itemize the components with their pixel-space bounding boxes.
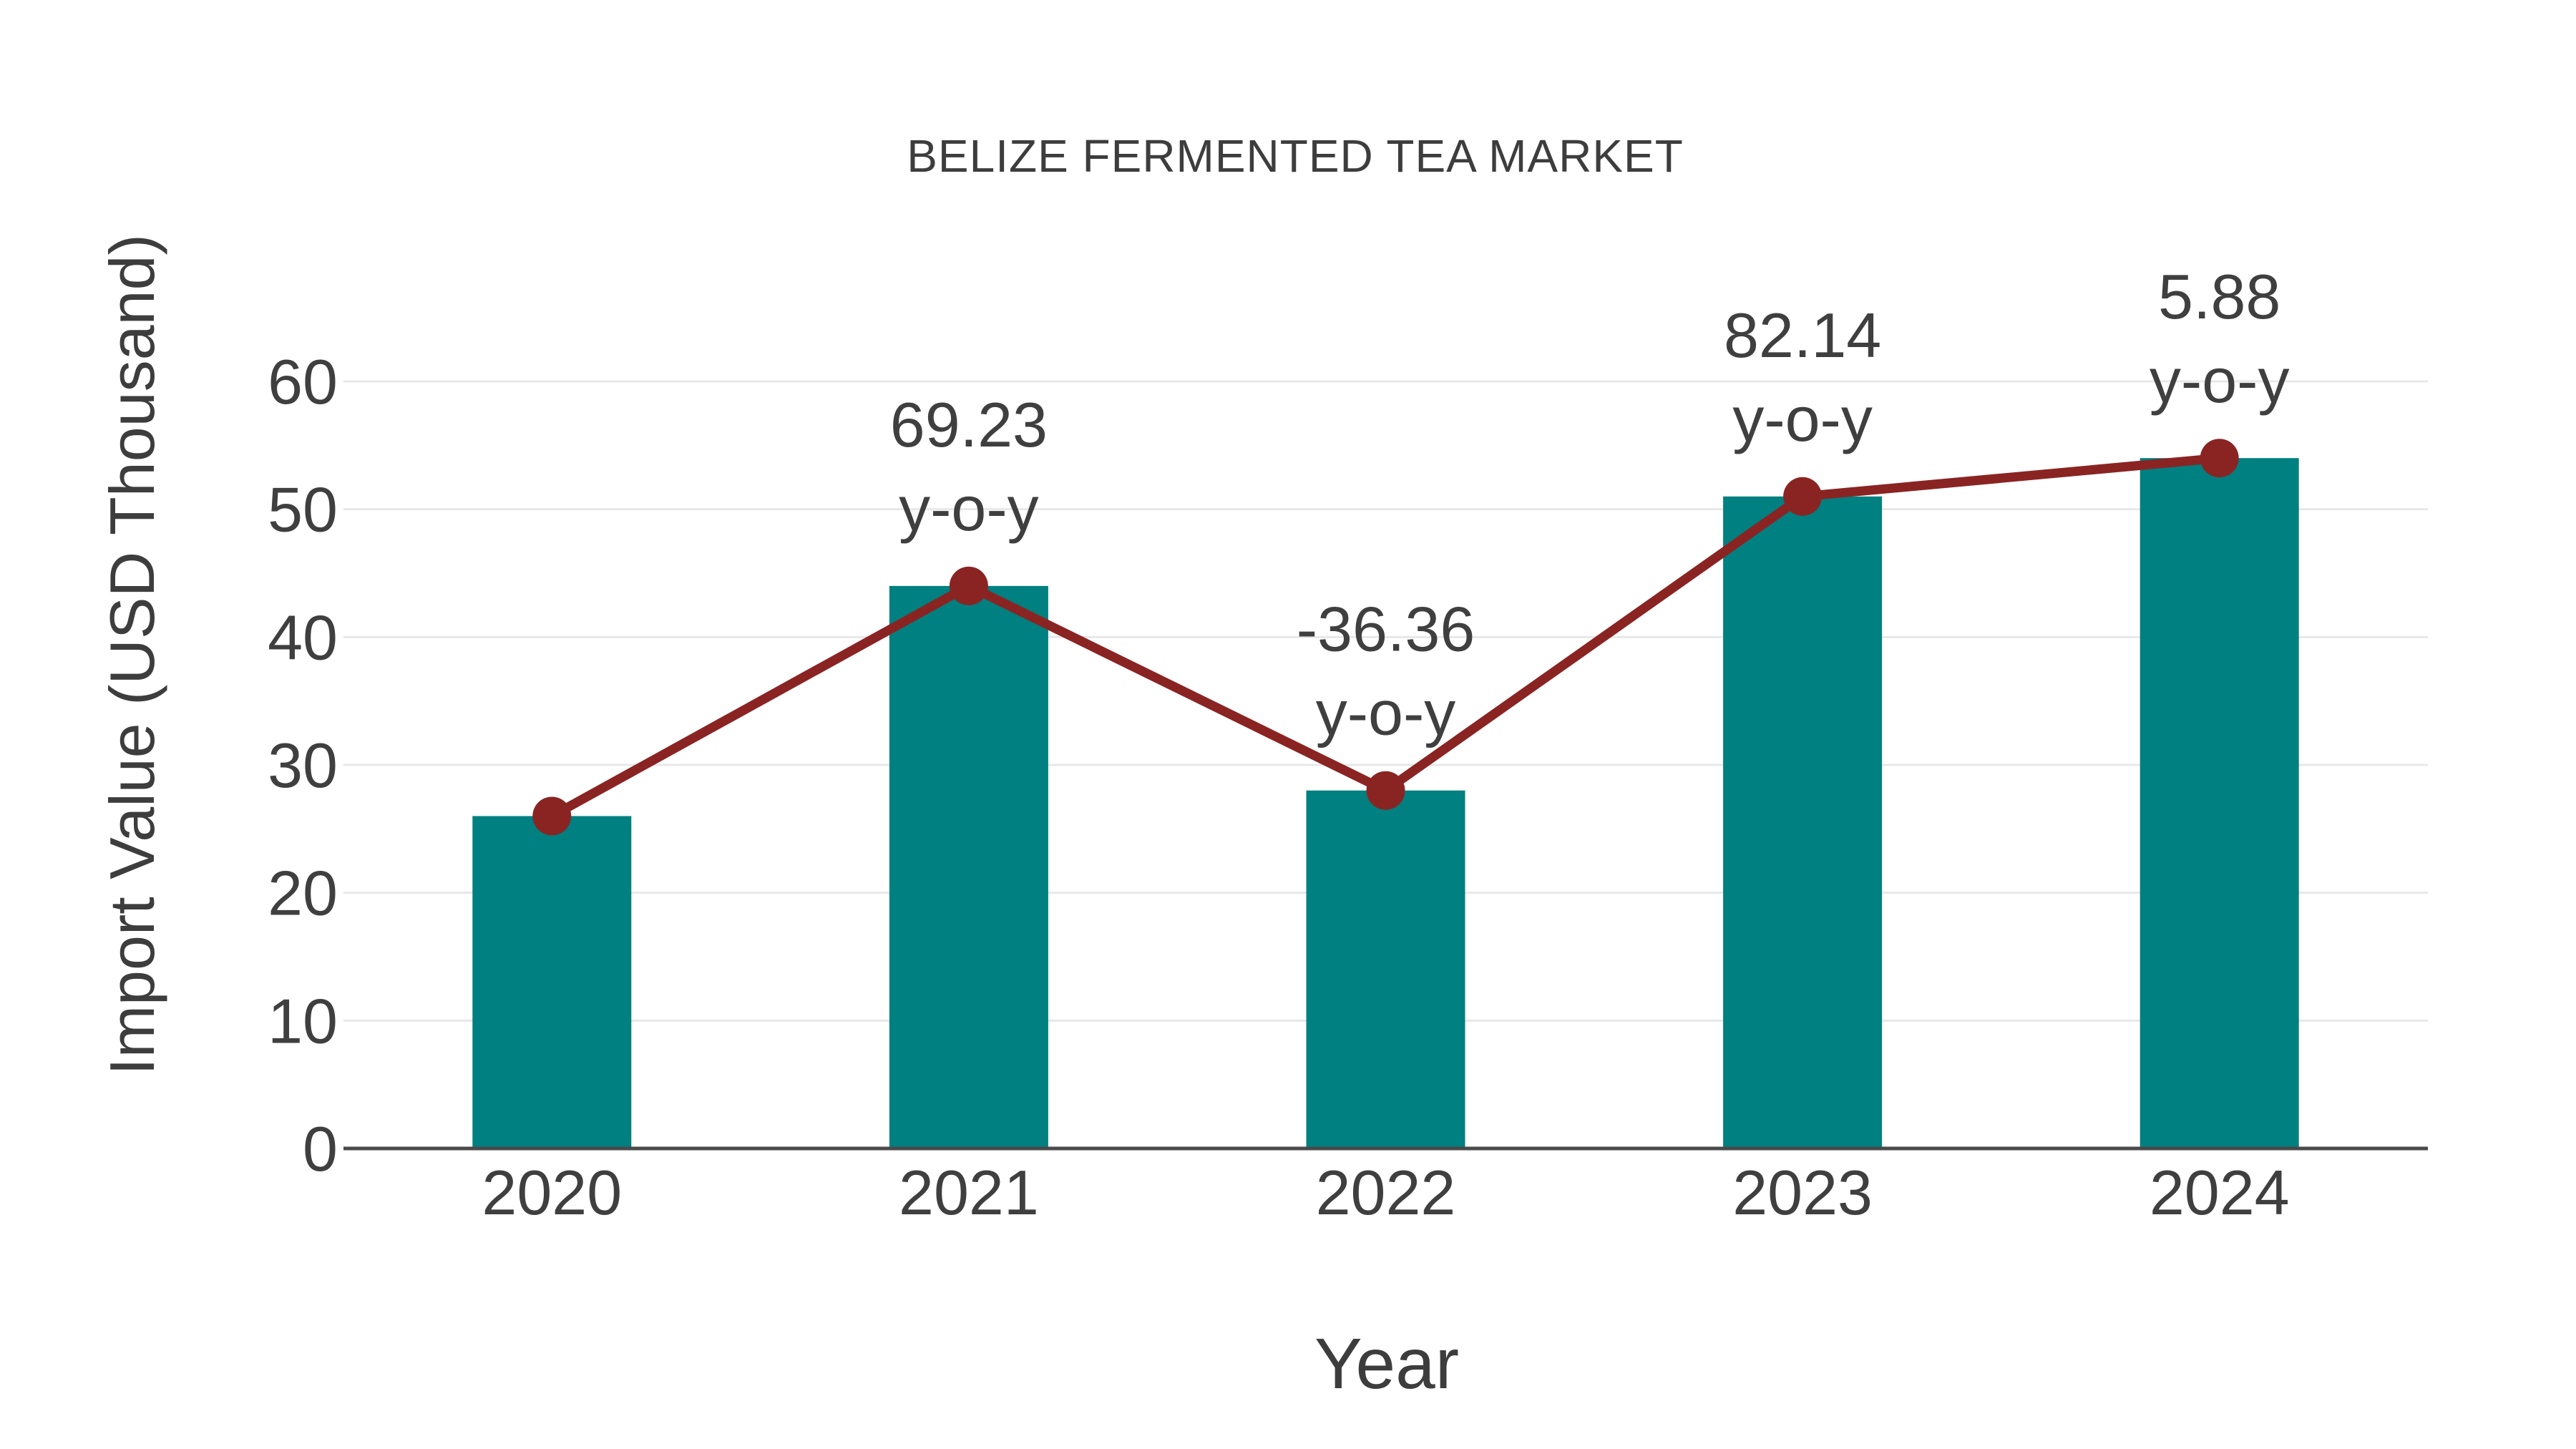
y-tick-label-30: 30: [268, 730, 338, 801]
x-axis-title: Year: [1314, 1324, 1459, 1404]
y-tick-label-10: 10: [268, 985, 338, 1056]
x-tick-label-2020: 2020: [482, 1157, 622, 1228]
data-point-2023: [1783, 477, 1823, 516]
data-point-2021: [949, 566, 988, 605]
y-tick-label-60: 60: [268, 346, 338, 417]
gridlines: [343, 380, 2428, 1022]
trend-markers: [532, 439, 2239, 836]
annotation-2021-label: y-o-y: [899, 473, 1039, 544]
annotation-2024-label: y-o-y: [2150, 345, 2290, 416]
data-point-2022: [1366, 771, 1405, 810]
bar-2021: [889, 585, 1048, 1148]
x-tick-label-2022: 2022: [1316, 1157, 1456, 1228]
y-tick-label-40: 40: [268, 602, 338, 673]
chart-title: BELIZE FERMENTED TEA MARKET: [907, 130, 1684, 182]
data-point-2020: [532, 796, 572, 836]
x-tick-labels: 2020 2021 2022 2023 2024: [482, 1157, 2289, 1228]
bar-2023: [1723, 496, 1883, 1148]
annotation-2021-value: 69.23: [890, 389, 1048, 460]
data-point-2024: [2200, 439, 2239, 478]
annotation-2022-label: y-o-y: [1316, 678, 1456, 748]
y-tick-labels: 0 10 20 30 40 50 60: [268, 346, 338, 1184]
y-tick-label-0: 0: [303, 1113, 338, 1184]
y-tick-label-50: 50: [268, 474, 338, 545]
x-tick-label-2021: 2021: [899, 1157, 1039, 1228]
annotations: 69.23 y-o-y -36.36 y-o-y 82.14 y-o-y 5.88 y-o-y: [890, 261, 2290, 748]
bar-series: [472, 458, 2299, 1148]
bar-2022: [1306, 790, 1465, 1148]
bar-2020: [472, 816, 632, 1148]
annotation-2023-value: 82.14: [1724, 300, 1881, 371]
annotation-2022-value: -36.36: [1297, 594, 1475, 665]
y-axis-title: Import Value (USD Thousand): [97, 234, 167, 1075]
x-tick-label-2024: 2024: [2150, 1157, 2290, 1228]
y-tick-label-20: 20: [268, 858, 338, 929]
annotation-2023-label: y-o-y: [1732, 384, 1873, 454]
x-tick-label-2023: 2023: [1732, 1157, 1873, 1228]
annotation-2024-value: 5.88: [2158, 261, 2280, 332]
bar-2024: [2140, 458, 2299, 1148]
